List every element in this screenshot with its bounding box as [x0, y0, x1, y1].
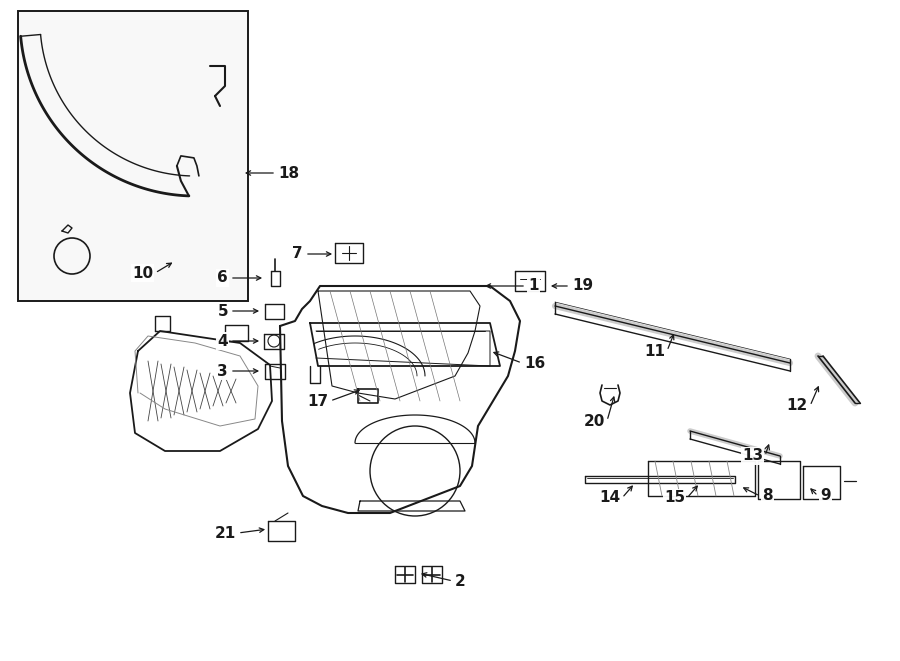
- Text: 12: 12: [787, 399, 808, 414]
- Text: 9: 9: [820, 488, 831, 504]
- Text: 18: 18: [278, 165, 299, 180]
- Text: 14: 14: [598, 490, 620, 506]
- Text: 4: 4: [218, 334, 228, 348]
- Text: 8: 8: [762, 488, 772, 504]
- Text: 21: 21: [215, 525, 236, 541]
- Text: 3: 3: [218, 364, 228, 379]
- Text: 5: 5: [218, 303, 228, 319]
- Text: 6: 6: [217, 270, 228, 286]
- Text: 17: 17: [307, 393, 328, 408]
- Text: 11: 11: [644, 344, 665, 358]
- Text: 7: 7: [292, 247, 303, 262]
- Bar: [18, 11, 248, 301]
- Text: 20: 20: [583, 414, 605, 428]
- Text: 1: 1: [528, 278, 538, 293]
- Text: 15: 15: [664, 490, 685, 506]
- Text: 10: 10: [132, 266, 153, 280]
- Text: 2: 2: [455, 574, 466, 588]
- Text: 19: 19: [572, 278, 593, 293]
- Text: 13: 13: [742, 449, 763, 463]
- Text: 16: 16: [524, 356, 545, 371]
